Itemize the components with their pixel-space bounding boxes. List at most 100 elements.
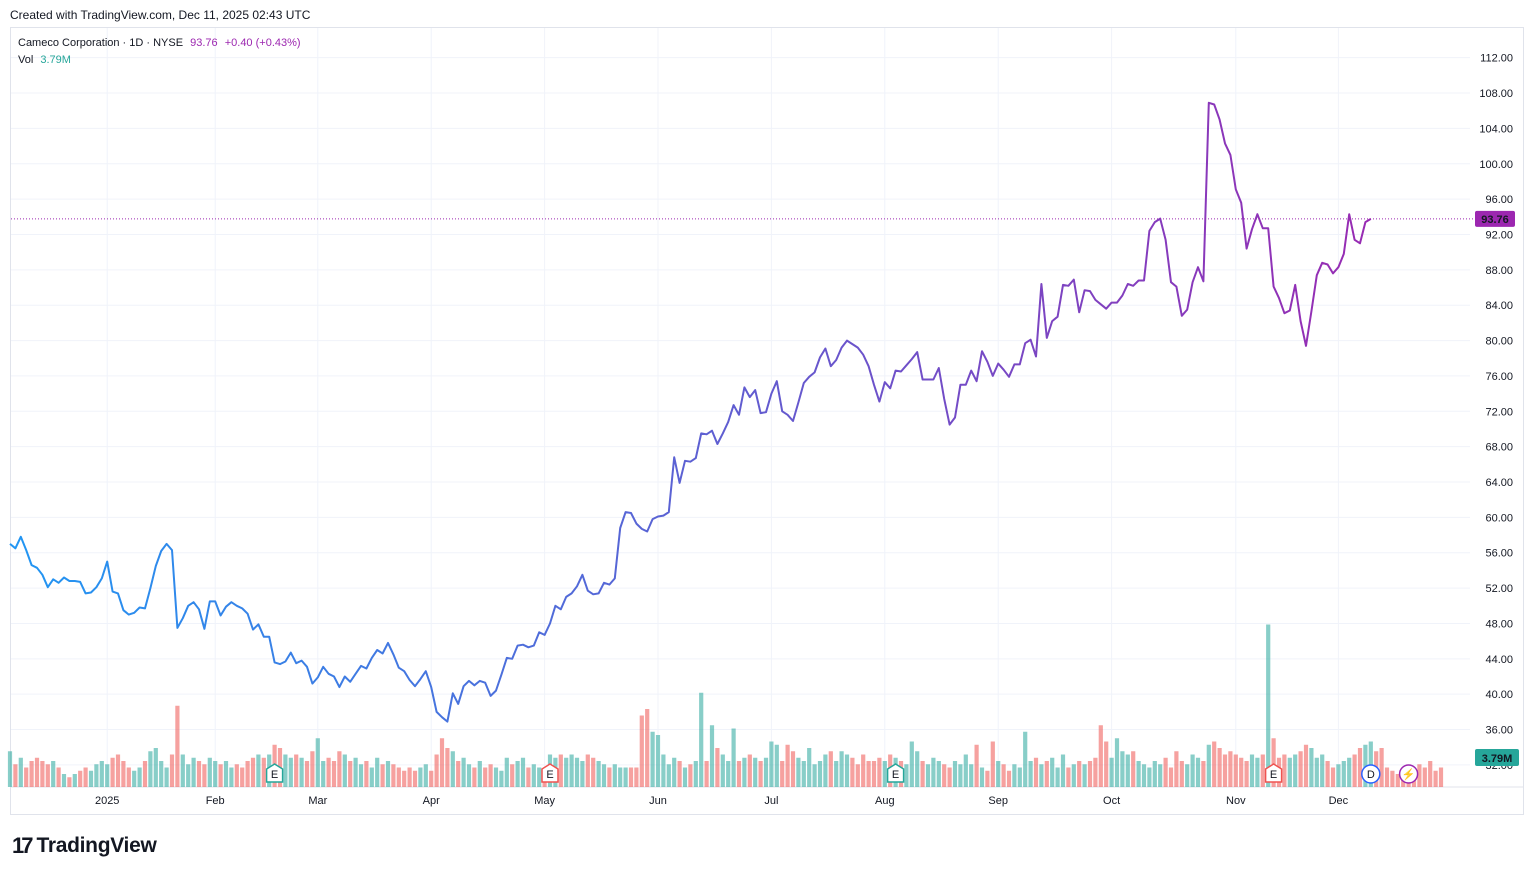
volume-bar	[790, 751, 796, 787]
volume-bar	[164, 767, 169, 787]
volume-bar	[1168, 767, 1174, 787]
volume-bar	[1287, 757, 1292, 787]
last-price-badge-label: 93.76	[1481, 214, 1509, 226]
volume-bar	[396, 767, 401, 787]
earnings-icon[interactable]: E	[265, 763, 284, 783]
volume-bar	[1109, 757, 1114, 787]
volume-bar	[990, 741, 995, 787]
volume-bar	[240, 767, 245, 787]
volume-bar	[1120, 751, 1125, 787]
volume-bar	[682, 767, 688, 787]
volume-bar	[666, 764, 671, 787]
volume-bar	[493, 767, 499, 787]
volume-bar	[796, 757, 801, 787]
price-line[interactable]	[9, 101, 1372, 723]
volume-bar	[601, 764, 607, 787]
volume-label[interactable]: Vol	[18, 54, 34, 66]
y-tick-label: 96.00	[1485, 194, 1513, 206]
volume-bar	[915, 751, 920, 787]
x-tick-label: Sep	[988, 795, 1008, 807]
volume-bar	[1341, 761, 1346, 787]
volume-bar	[812, 764, 817, 787]
y-tick-label: 60.00	[1485, 512, 1513, 524]
volume-bar	[175, 705, 180, 787]
volume-bar	[229, 767, 234, 787]
x-tick-label: Feb	[206, 795, 225, 807]
dividend-icon[interactable]: D	[1361, 764, 1381, 784]
volume-bar	[985, 770, 990, 787]
volume-bar	[1271, 738, 1276, 787]
volume-bar	[7, 751, 13, 787]
last-price-badge	[1475, 210, 1515, 227]
legend-price: 93.76	[190, 37, 218, 49]
volume-bar	[105, 764, 110, 787]
volume-bar	[439, 738, 445, 787]
volume-bar	[558, 754, 563, 787]
volume-bar	[1044, 761, 1049, 787]
volume-bar	[223, 761, 229, 787]
volume-bar	[1195, 757, 1201, 787]
tradingview-logo[interactable]: 17 TradingView	[12, 833, 157, 859]
volume-bar	[358, 764, 364, 787]
price-axis[interactable]: 32.0036.0040.0044.0048.0052.0056.0060.00…	[1479, 53, 1513, 772]
volume-bar	[132, 770, 137, 787]
volume-bar	[569, 754, 574, 787]
split-icon[interactable]: ⚡	[1398, 764, 1419, 784]
volume-bar	[963, 754, 968, 787]
volume-bar	[645, 709, 650, 787]
earnings-icon[interactable]: E	[1264, 763, 1283, 783]
volume-bar	[1212, 741, 1217, 787]
volume-bar	[650, 731, 655, 787]
x-tick-label: Mar	[308, 795, 327, 807]
volume-bar	[596, 761, 601, 787]
last-volume-badge	[1475, 749, 1519, 766]
volume-bar	[1222, 754, 1228, 787]
event-markers: E E E E D ⚡	[265, 763, 1419, 784]
volume-bar	[1028, 761, 1033, 787]
volume-bar	[1206, 744, 1211, 787]
volume-bar	[369, 767, 374, 787]
volume-bar	[1082, 764, 1087, 787]
volume-bar	[261, 757, 266, 787]
time-axis[interactable]: 2025 Feb Mar Apr May Jun Jul Aug Sep Oct Nov Dec	[95, 795, 1349, 807]
price-line-layer	[9, 101, 1475, 723]
volume-bar	[380, 764, 385, 787]
volume-bar	[574, 757, 580, 787]
volume-bar	[40, 761, 45, 787]
volume-bar	[1136, 761, 1141, 787]
tradingview-brand: TradingView	[36, 834, 157, 857]
volume-bar	[688, 764, 693, 787]
volume-bar	[342, 754, 347, 787]
volume-bar	[564, 757, 569, 787]
volume-bar	[828, 751, 833, 787]
volume-bar	[250, 757, 256, 787]
y-tick-label: 80.00	[1485, 336, 1513, 348]
volume-bar	[24, 767, 29, 787]
volume-bar	[591, 757, 596, 787]
volume-bar	[78, 770, 83, 787]
volume-bar	[1347, 757, 1352, 787]
volume-bar	[72, 774, 77, 787]
volume-bar	[1390, 770, 1395, 787]
y-tick-label: 100.00	[1479, 159, 1513, 171]
volume-bar	[1379, 748, 1384, 787]
symbol-title[interactable]: Cameco Corporation · 1D · NYSE	[18, 37, 184, 49]
last-volume-badge-label: 3.79M	[1482, 753, 1513, 765]
earnings-icon[interactable]: E	[886, 763, 905, 783]
volume-bar	[159, 761, 164, 787]
volume-bar	[861, 754, 866, 787]
volume-bar	[515, 761, 520, 787]
volume-bar	[483, 767, 488, 787]
volume-bar	[904, 764, 909, 787]
volume-bar	[1255, 757, 1260, 787]
earnings-icon[interactable]: E	[541, 763, 559, 783]
volume-bar	[1357, 748, 1363, 787]
volume-bar	[1368, 741, 1373, 787]
volume-bar	[391, 764, 396, 787]
volume-bar	[628, 767, 634, 787]
volume-bar	[1179, 761, 1184, 787]
x-tick-label: Jul	[764, 795, 778, 807]
volume-bar	[1228, 751, 1233, 787]
volume-bar	[1309, 748, 1314, 787]
